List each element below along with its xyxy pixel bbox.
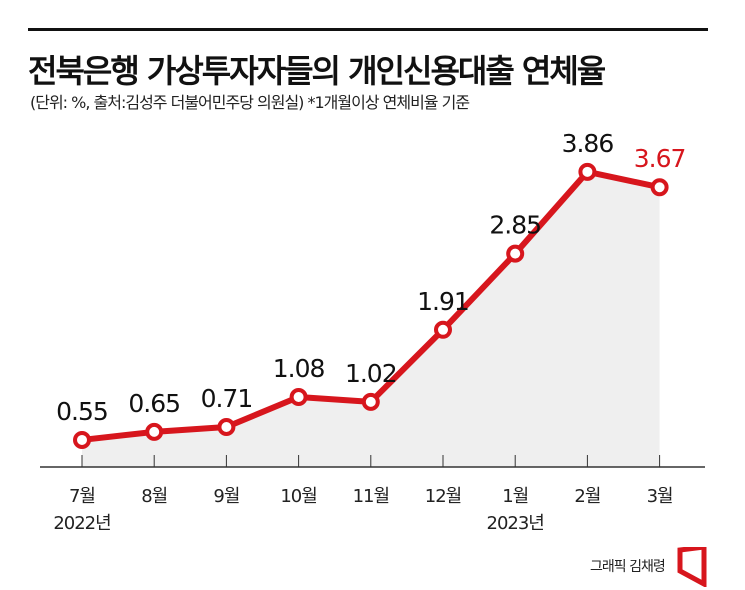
x-tick-label: 2월 bbox=[574, 486, 600, 507]
x-tick-label: 3월 bbox=[647, 486, 673, 507]
data-label: 1.02 bbox=[345, 359, 397, 388]
data-point bbox=[217, 417, 236, 436]
top-rule bbox=[28, 28, 708, 31]
year-label: 2023년 bbox=[487, 513, 544, 534]
data-point bbox=[434, 320, 452, 339]
x-tick-label: 8월 bbox=[141, 486, 167, 507]
data-label: 3.67 bbox=[634, 144, 686, 173]
data-label: 0.55 bbox=[56, 397, 108, 426]
graphic-credit: 그래픽 김채령 bbox=[590, 559, 666, 575]
data-point bbox=[578, 162, 597, 181]
x-tick-label: 11월 bbox=[353, 486, 389, 507]
data-point bbox=[650, 178, 669, 197]
data-label: 3.86 bbox=[562, 129, 614, 158]
data-label: 1.91 bbox=[417, 287, 469, 316]
data-label: 1.08 bbox=[273, 354, 325, 383]
x-tick-label: 9월 bbox=[213, 486, 239, 507]
data-point bbox=[145, 422, 164, 441]
x-tick-label: 7월 bbox=[69, 486, 95, 507]
data-label: 0.65 bbox=[128, 389, 180, 418]
x-tick-label: 1월 bbox=[502, 486, 528, 507]
publisher-logo-icon bbox=[677, 547, 707, 587]
data-label: 0.71 bbox=[201, 384, 253, 413]
x-tick-label: 12월 bbox=[425, 486, 461, 507]
x-tick-label: 10월 bbox=[280, 486, 316, 507]
data-point bbox=[361, 392, 380, 411]
data-label: 2.85 bbox=[489, 211, 541, 240]
area-fill bbox=[82, 171, 660, 467]
data-point bbox=[289, 388, 308, 407]
chart-subtitle: (단위: %, 출처:김성주 더불어민주당 의원실) *1개월이상 연체비율 기… bbox=[30, 93, 470, 112]
chart-title: 전북은행 가상투자자들의 개인신용대출 연체율 bbox=[28, 52, 606, 90]
year-label: 2022년 bbox=[53, 513, 110, 534]
data-point bbox=[506, 244, 525, 263]
data-point bbox=[73, 430, 91, 449]
